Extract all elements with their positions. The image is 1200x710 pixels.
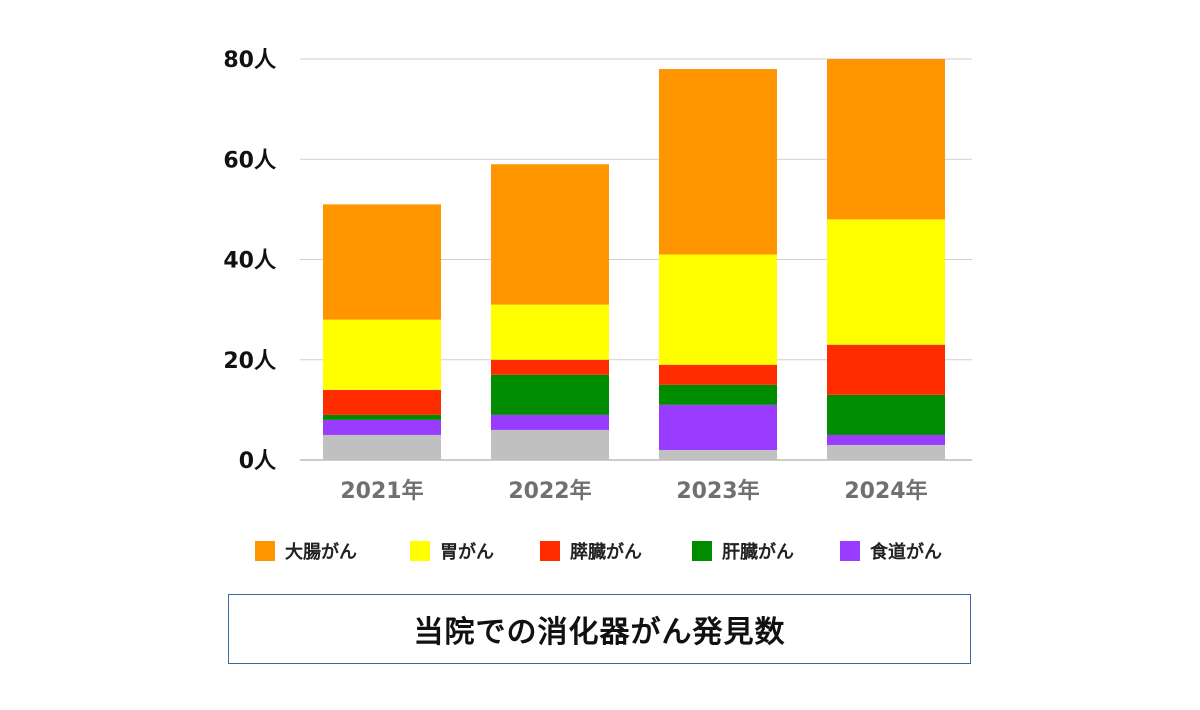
y-tick-label: 80人: [223, 48, 276, 73]
bar-segment: [827, 444, 945, 460]
bar-segment: [827, 59, 945, 220]
bar-segment: [491, 359, 609, 375]
legend-swatch: [692, 541, 712, 561]
legend-label: 肝臓がん: [722, 542, 794, 563]
bar-segment: [659, 384, 777, 405]
y-tick-label: 20人: [223, 349, 276, 374]
bar-segment: [323, 389, 441, 415]
bar-segment: [491, 429, 609, 460]
chart-title: 当院での消化器がん発見数: [413, 615, 786, 650]
stacked-bar-chart: 0人 20人 40人 60人 80人 2021年 2022年 2023年 2024年: [223, 48, 972, 504]
legend-item-liver: 肝臓がん: [692, 538, 794, 564]
bar-segment: [659, 69, 777, 255]
legend-swatch: [410, 541, 430, 561]
x-tick-label: 2022年: [508, 478, 591, 504]
legend-item-stomach: 胃がん: [410, 538, 494, 564]
bar-segment: [659, 254, 777, 365]
bar-segment: [491, 414, 609, 430]
bar-segment: [659, 404, 777, 450]
legend-swatch: [540, 541, 560, 561]
bar-segment: [323, 419, 441, 435]
y-tick-label: 40人: [223, 249, 276, 274]
legend-item-colon: 大腸がん: [255, 538, 357, 564]
x-tick-label: 2021年: [340, 478, 423, 504]
x-tick-label: 2023年: [676, 478, 759, 504]
legend-swatch: [840, 541, 860, 561]
bar-segment: [491, 164, 609, 305]
bar-segment: [827, 434, 945, 445]
bar-segment: [491, 374, 609, 415]
bar-segment: [827, 344, 945, 395]
bar-segment: [659, 449, 777, 460]
legend-label: 膵臓がん: [570, 542, 642, 563]
legend-label: 胃がん: [440, 542, 494, 563]
y-tick-label: 60人: [223, 148, 276, 173]
bar-segment: [491, 304, 609, 360]
legend-swatch: [255, 541, 275, 561]
legend-item-esophagus: 食道がん: [840, 538, 942, 564]
bar-segment: [323, 204, 441, 320]
bar-segment: [323, 434, 441, 460]
chart-title-box: 当院での消化器がん発見数: [228, 594, 971, 664]
legend-item-pancreas: 膵臓がん: [540, 538, 642, 564]
bar-segment: [827, 394, 945, 435]
bar-segment: [323, 414, 441, 420]
y-tick-label: 0人: [239, 449, 276, 474]
legend-label: 食道がん: [870, 542, 942, 563]
x-tick-label: 2024年: [844, 478, 927, 504]
chart-legend: 大腸がん 胃がん 膵臓がん 肝臓がん 食道がん: [255, 538, 975, 564]
bar-segment: [827, 219, 945, 345]
bar-segment: [323, 319, 441, 390]
bar-segment: [659, 364, 777, 385]
legend-label: 大腸がん: [285, 542, 357, 563]
